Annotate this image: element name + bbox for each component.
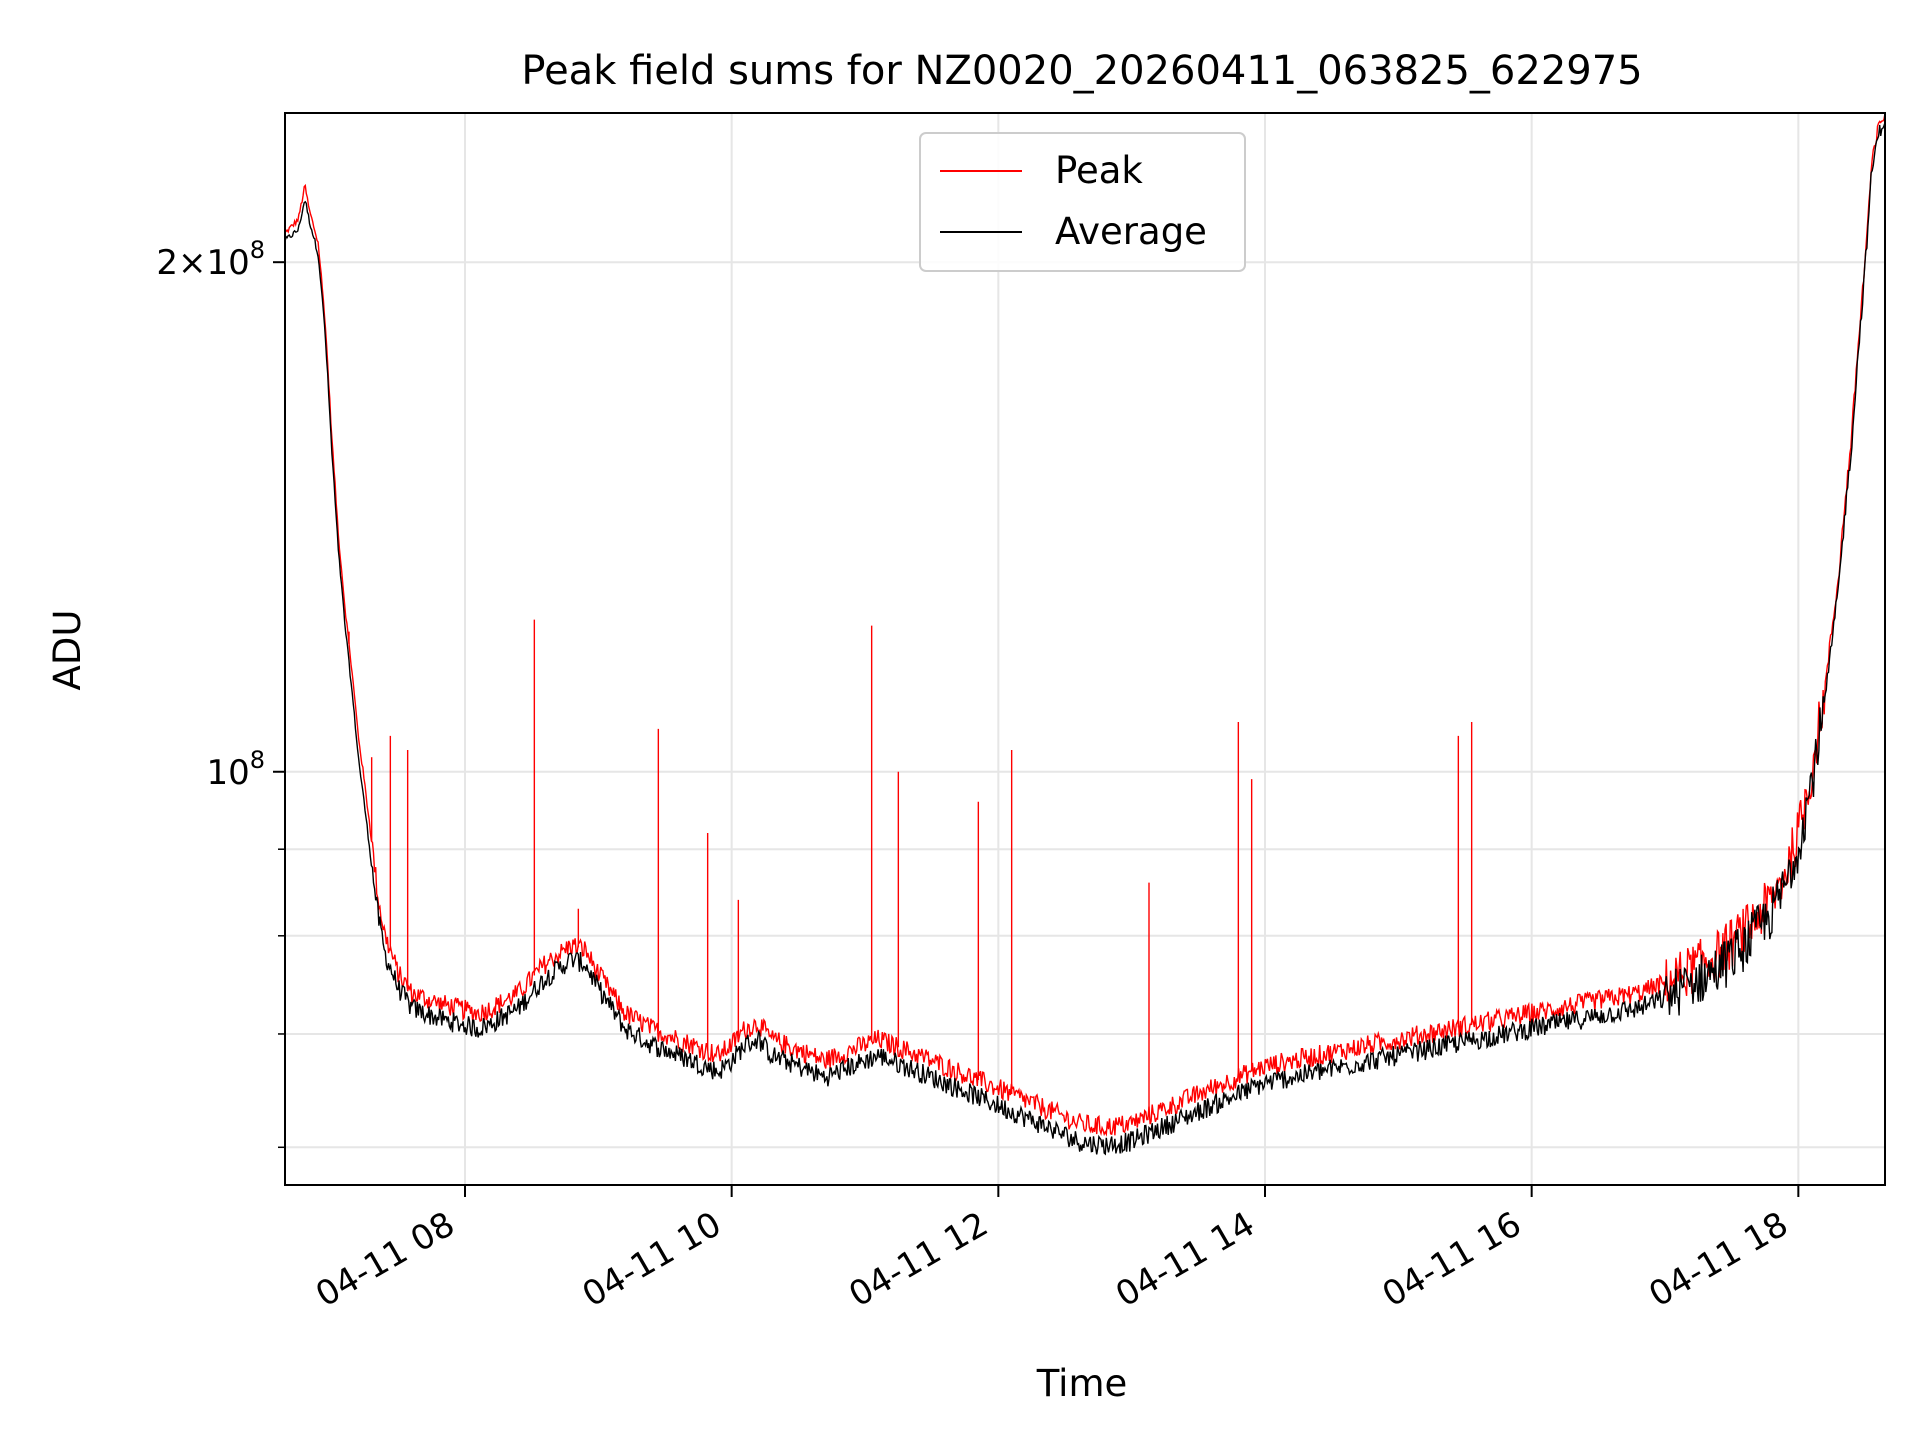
legend: Peak Average: [919, 132, 1246, 272]
y-axis-label: ADU: [46, 610, 89, 691]
grid: [285, 113, 1885, 1185]
y-tick-label-0: 108: [206, 746, 265, 793]
series-line-peak: [285, 113, 1885, 1137]
legend-peak-label: Peak: [1055, 149, 1143, 192]
y-tick-label-1: 2×108: [156, 236, 265, 283]
series-line-average: [285, 122, 1885, 1156]
x-axis-label: Time: [1036, 1362, 1128, 1405]
plot-frame: [284, 112, 1886, 1186]
legend-average-label: Average: [1055, 210, 1207, 253]
legend-box: [919, 132, 1246, 272]
series-layer: [285, 113, 1885, 1156]
chart-title: Peak field sums for NZ0020_20260411_0638…: [521, 48, 1642, 94]
